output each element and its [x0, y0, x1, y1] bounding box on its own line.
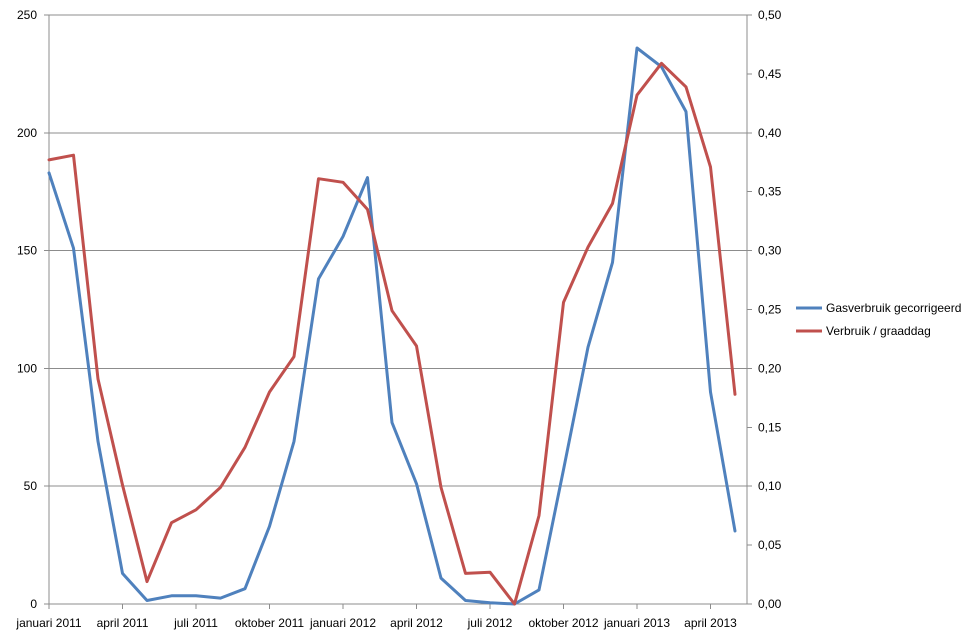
series-line-2 — [47, 61, 737, 606]
y-right-tick-label: 0,15 — [758, 420, 782, 434]
x-tick-label: oktober 2011 — [235, 616, 304, 630]
y-right-tick-label: 0,00 — [758, 597, 782, 611]
y-right-tick-label: 0,45 — [758, 67, 782, 81]
y-right-tick-label: 0,10 — [758, 479, 782, 493]
legend: Gasverbruik gecorrigeerd Verbruik / graad… — [796, 301, 961, 338]
y-right-tick-label: 0,50 — [758, 8, 782, 22]
x-tick-label: januari 2013 — [603, 616, 670, 630]
axes — [44, 14, 752, 609]
legend-label: Verbruik / graaddag — [826, 324, 931, 338]
y-left-tick-label: 250 — [17, 8, 37, 22]
y-left-tick-label: 100 — [17, 361, 37, 375]
x-tick-label: januari 2012 — [309, 616, 376, 630]
x-tick-label: april 2012 — [390, 616, 443, 630]
gridlines — [49, 14, 747, 487]
series-line-1 — [47, 46, 737, 606]
y-left-tick-label: 0 — [30, 597, 37, 611]
y-left-tick-label: 150 — [17, 244, 37, 258]
x-tick-label: april 2013 — [684, 616, 737, 630]
x-tick-label: juli 2011 — [173, 616, 218, 630]
y-left-tick-label: 200 — [17, 126, 37, 140]
x-tick-label: juli 2012 — [467, 616, 513, 630]
y-right-tick-label: 0,40 — [758, 126, 782, 140]
y-right-tick-label: 0,30 — [758, 244, 782, 258]
y-left-tick-label: 50 — [24, 479, 38, 493]
x-tick-label: april 2011 — [97, 616, 149, 630]
y-right-tick-label: 0,25 — [758, 303, 782, 317]
x-tick-label: januari 2011 — [15, 616, 81, 630]
y-right-tick-label: 0,35 — [758, 185, 782, 199]
tick-labels: 0 50 100 150 200 250 0,00 0,05 0,10 0,15 0,20 0,25 0… — [15, 8, 781, 630]
y-right-tick-label: 0,05 — [758, 538, 782, 552]
y-right-tick-label: 0,20 — [758, 361, 782, 375]
legend-label: Gasverbruik gecorrigeerd — [826, 301, 961, 315]
x-tick-label: oktober 2012 — [528, 616, 598, 630]
series-lines — [47, 46, 737, 606]
